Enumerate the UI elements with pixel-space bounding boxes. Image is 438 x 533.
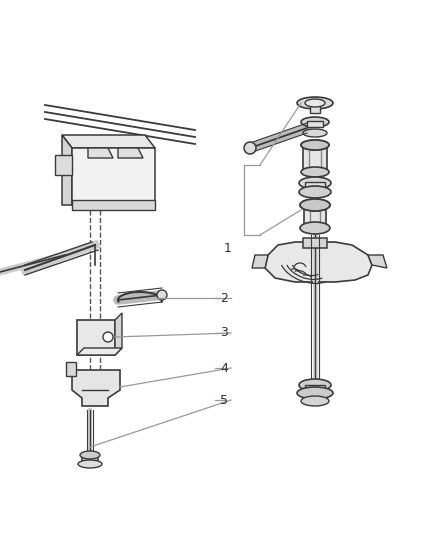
Circle shape xyxy=(103,332,113,342)
Ellipse shape xyxy=(301,140,329,150)
Polygon shape xyxy=(368,255,387,268)
Ellipse shape xyxy=(303,129,327,137)
Text: 3: 3 xyxy=(220,327,228,340)
Ellipse shape xyxy=(300,199,330,211)
Circle shape xyxy=(157,290,167,300)
Bar xyxy=(66,362,76,376)
Ellipse shape xyxy=(299,379,331,391)
Polygon shape xyxy=(62,135,72,205)
Polygon shape xyxy=(72,148,155,205)
Polygon shape xyxy=(252,255,268,268)
Bar xyxy=(303,238,327,248)
Bar xyxy=(310,105,320,113)
Ellipse shape xyxy=(301,140,329,150)
Text: 4: 4 xyxy=(220,361,228,375)
Ellipse shape xyxy=(300,199,330,211)
Polygon shape xyxy=(265,242,372,282)
Bar xyxy=(305,182,325,192)
Polygon shape xyxy=(62,135,155,148)
Ellipse shape xyxy=(78,460,102,468)
Ellipse shape xyxy=(297,387,333,399)
Polygon shape xyxy=(55,155,72,175)
Bar xyxy=(305,385,325,393)
Polygon shape xyxy=(115,313,122,355)
Ellipse shape xyxy=(300,222,330,234)
Text: 2: 2 xyxy=(220,292,228,304)
Polygon shape xyxy=(77,348,122,355)
Bar xyxy=(307,121,323,127)
Bar xyxy=(82,453,98,463)
Polygon shape xyxy=(118,148,143,158)
Text: 1: 1 xyxy=(224,241,232,254)
Ellipse shape xyxy=(299,177,331,189)
Circle shape xyxy=(244,142,256,154)
Ellipse shape xyxy=(80,451,100,459)
Polygon shape xyxy=(72,200,155,210)
Ellipse shape xyxy=(301,396,329,406)
Bar xyxy=(77,320,115,355)
Ellipse shape xyxy=(301,167,329,177)
Ellipse shape xyxy=(301,117,329,127)
Bar xyxy=(304,202,326,228)
Bar xyxy=(303,144,327,172)
Ellipse shape xyxy=(305,99,325,107)
Polygon shape xyxy=(88,148,113,158)
Text: 5: 5 xyxy=(220,393,228,407)
Ellipse shape xyxy=(297,97,333,109)
Polygon shape xyxy=(72,370,120,406)
Ellipse shape xyxy=(299,186,331,198)
